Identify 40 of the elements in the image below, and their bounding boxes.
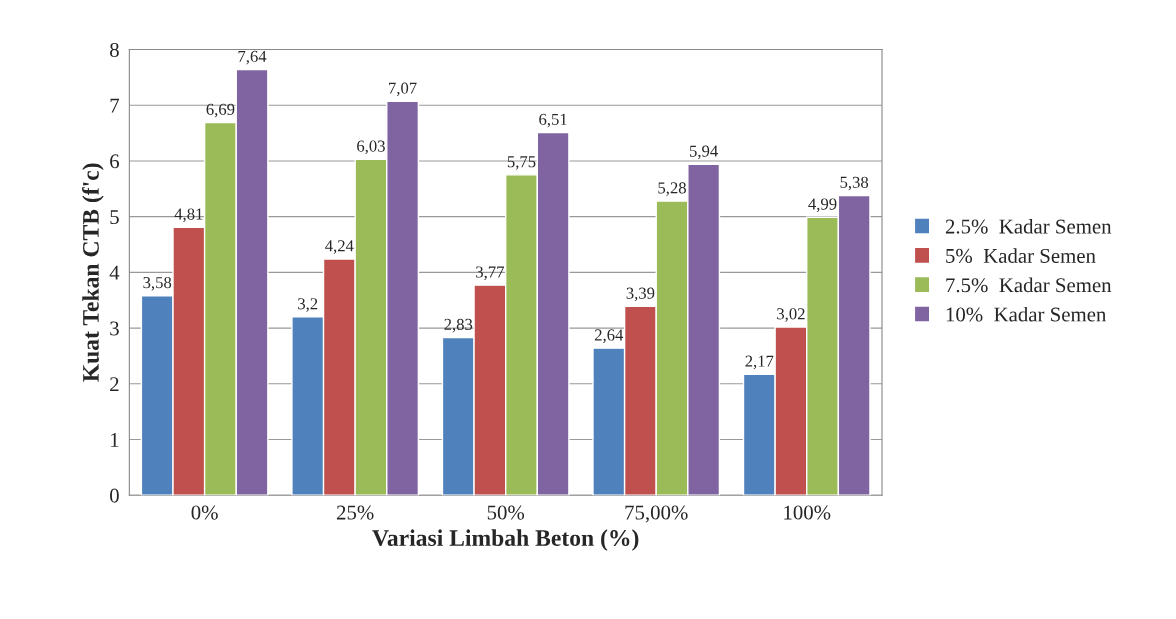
x-tick-label: 25%: [336, 505, 374, 520]
data-label: 6,03: [357, 140, 385, 155]
data-label: 6,69: [206, 103, 235, 118]
legend-label: 10% Kadar Semen: [946, 306, 1107, 322]
y-tick-label: 7: [110, 98, 120, 113]
data-label: 3,02: [777, 308, 805, 322]
y-tick-label: 1: [111, 432, 119, 447]
x-axis-title: Variasi Limbah Beton (%): [372, 529, 639, 551]
data-label: 4,81: [174, 208, 203, 223]
y-tick-label: 0: [110, 488, 119, 503]
data-label: 5,38: [840, 176, 869, 191]
data-label: 3,39: [626, 287, 655, 302]
data-label: 2,17: [745, 355, 774, 370]
data-label: 7,64: [238, 50, 267, 65]
data-label: 2,64: [594, 329, 624, 343]
x-tick-label: 75,00%: [625, 505, 688, 523]
x-tick-label: 0%: [191, 505, 218, 520]
x-tick-label: 50%: [487, 505, 525, 520]
data-label: 7,07: [389, 82, 417, 97]
y-tick-label: 3: [110, 321, 119, 336]
y-tick-label: 4: [109, 265, 120, 280]
y-axis-title: Kuat Tekan CTB (f'c): [82, 163, 104, 382]
y-tick-label: 5: [110, 210, 119, 225]
data-label: 5,28: [658, 182, 686, 196]
legend-label: 7.5% Kadar Semen: [946, 277, 1112, 293]
data-label: 2,83: [444, 318, 473, 333]
data-label: 3,58: [143, 276, 172, 291]
y-tick-label: 2: [110, 377, 119, 392]
data-label: 3,77: [476, 266, 504, 281]
data-label: 5,75: [507, 156, 536, 170]
data-label: 5,94: [690, 145, 718, 160]
x-tick-label: 100%: [784, 505, 831, 520]
legend-label: 2.5% Kadar Semen: [945, 218, 1112, 234]
data-label: 4,99: [808, 198, 837, 213]
legend-label: 5% Kadar Semen: [946, 248, 1096, 263]
y-tick-label: 6: [110, 154, 120, 169]
y-tick-label: 8: [110, 42, 119, 57]
data-label: 3,2: [298, 298, 318, 312]
data-label: 6,51: [539, 113, 567, 128]
data-label: 4,24: [325, 240, 354, 254]
